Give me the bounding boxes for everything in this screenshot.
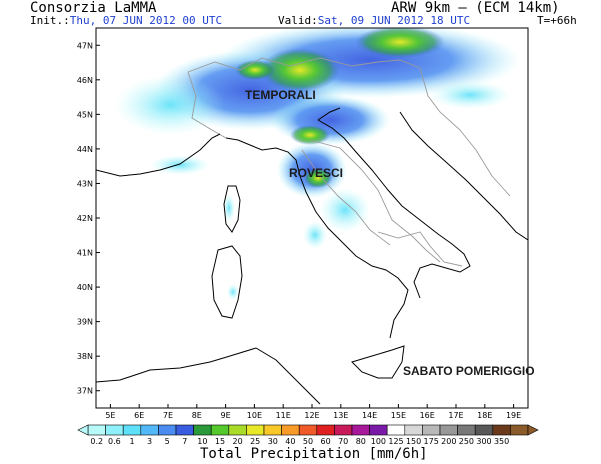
colorbar-tick-label: 80	[356, 437, 366, 446]
colorbar-box	[298, 424, 318, 436]
colorbar-max-arrow	[527, 424, 539, 436]
colorbar-box	[334, 424, 353, 436]
colorbar-box	[474, 424, 494, 436]
lat-tick-label: 44N	[77, 145, 93, 154]
organization-title: Consorzia LaMMA	[30, 0, 157, 16]
colorbar-box	[87, 424, 106, 436]
lead-time: T=+66h	[537, 14, 577, 27]
lon-tick-label: 7E	[163, 411, 173, 420]
colorbar-box	[140, 424, 159, 436]
colorbar-min-arrow	[77, 424, 89, 436]
init-value: Thu, 07 JUN 2012 00 UTC	[69, 14, 223, 27]
lat-tick-label: 42N	[77, 214, 93, 223]
colorbar-box	[422, 424, 441, 436]
coastlines	[96, 107, 528, 405]
model-title: ARW 9km — (ECM 14km)	[391, 0, 560, 16]
colorbar-tick-label: 125	[388, 437, 403, 446]
lon-tick-label: 18E	[477, 411, 492, 420]
colorbar-tick-label: 200	[441, 437, 456, 446]
lat-tick-label: 40N	[77, 283, 93, 292]
colorbar-tick-label: 7	[182, 437, 187, 446]
colorbar-box	[369, 424, 388, 436]
colorbar-box	[316, 424, 335, 436]
colorbar-tick-label: 350	[494, 437, 509, 446]
init-label: Init.:	[30, 14, 70, 27]
colorbar-box	[105, 424, 124, 436]
country-borders	[187, 57, 511, 267]
valid-label: Valid:	[278, 14, 318, 27]
lat-tick-label: 38N	[77, 352, 93, 361]
colorbar-box	[263, 424, 282, 436]
colorbar-box	[210, 424, 230, 436]
colorbar-tick-label: 1	[129, 437, 134, 446]
colorbar-tick-label: 50	[303, 437, 313, 446]
valid-time: Valid:Sat, 09 JUN 2012 18 UTC	[278, 14, 470, 27]
colorbar-box	[386, 424, 406, 436]
colorbar-box	[193, 424, 212, 436]
colorbar-tick-label: 5	[165, 437, 170, 446]
colorbar-box	[228, 424, 247, 436]
longitude-axis: 5E 6E 7E 8E 9E 10E 11E 12E 13E 14E 15E 16E 17E 18E 19E	[105, 404, 521, 420]
lat-tick-label: 46N	[77, 76, 93, 85]
colorbar-tick-label: 30	[268, 437, 278, 446]
colorbar-tick-label: 70	[338, 437, 348, 446]
lat-tick-label: 43N	[77, 179, 93, 188]
lon-tick-label: 5E	[105, 411, 115, 420]
period-label: SABATO POMERIGGIO	[403, 364, 535, 378]
valid-value: Sat, 09 JUN 2012 18 UTC	[317, 14, 471, 27]
showers-label: ROVESCI	[289, 166, 344, 180]
colorbar-tick-label: 100	[371, 437, 386, 446]
colorbar-box	[351, 424, 370, 436]
colorbar-tick-label: 150	[406, 437, 421, 446]
lon-tick-label: 9E	[221, 411, 231, 420]
colorbar-box	[404, 424, 423, 436]
colorbar-tick-label: 250	[459, 437, 474, 446]
colorbar-title: Total Precipitation [mm/6h]	[200, 446, 428, 462]
colorbar-box	[457, 424, 476, 436]
lon-tick-label: 15E	[391, 411, 406, 420]
lon-tick-label: 19E	[506, 411, 521, 420]
colorbar-box	[510, 424, 529, 436]
colorbar-tick-label: 300	[476, 437, 491, 446]
lon-tick-label: 10E	[247, 411, 262, 420]
lat-tick-label: 45N	[77, 110, 93, 119]
colorbar-box	[122, 424, 142, 436]
colorbar-box	[492, 424, 511, 436]
colorbar-tick-label: 3	[147, 437, 152, 446]
colorbar-box	[281, 424, 300, 436]
colorbar-tick-label: 0.6	[108, 437, 121, 446]
lat-tick-label: 47N	[77, 41, 93, 50]
lon-tick-label: 14E	[362, 411, 377, 420]
latitude-axis: 47N 46N 45N 44N 43N 42N 41N 40N 39N 38N 37N	[77, 41, 100, 396]
colorbar-box	[439, 424, 458, 436]
colorbar-box	[158, 424, 177, 436]
colorbar-tick-label: 20	[233, 437, 243, 446]
lat-tick-label: 37N	[77, 387, 93, 396]
lon-tick-label: 8E	[192, 411, 202, 420]
lon-tick-label: 11E	[276, 411, 291, 420]
lat-tick-label: 41N	[77, 249, 93, 258]
colorbar-tick-label: 25	[250, 437, 260, 446]
lon-tick-label: 17E	[448, 411, 463, 420]
colorbar-box	[175, 424, 194, 436]
lon-tick-label: 6E	[134, 411, 144, 420]
colorbar-tick-label: 0.2	[90, 437, 103, 446]
colorbar-tick-label: 175	[424, 437, 439, 446]
lon-tick-label: 12E	[304, 411, 319, 420]
lon-tick-label: 13E	[333, 411, 348, 420]
storms-label: TEMPORALI	[245, 88, 316, 102]
colorbar-tick-label: 15	[215, 437, 225, 446]
colorbar-tick-label: 10	[197, 437, 207, 446]
colorbar-tick-label: 40	[285, 437, 295, 446]
lon-tick-label: 16E	[420, 411, 435, 420]
colorbar-tick-label: 60	[321, 437, 331, 446]
colorbar-box	[246, 424, 265, 436]
lat-tick-label: 39N	[77, 318, 93, 327]
init-time: Init.:Thu, 07 JUN 2012 00 UTC	[30, 14, 222, 27]
